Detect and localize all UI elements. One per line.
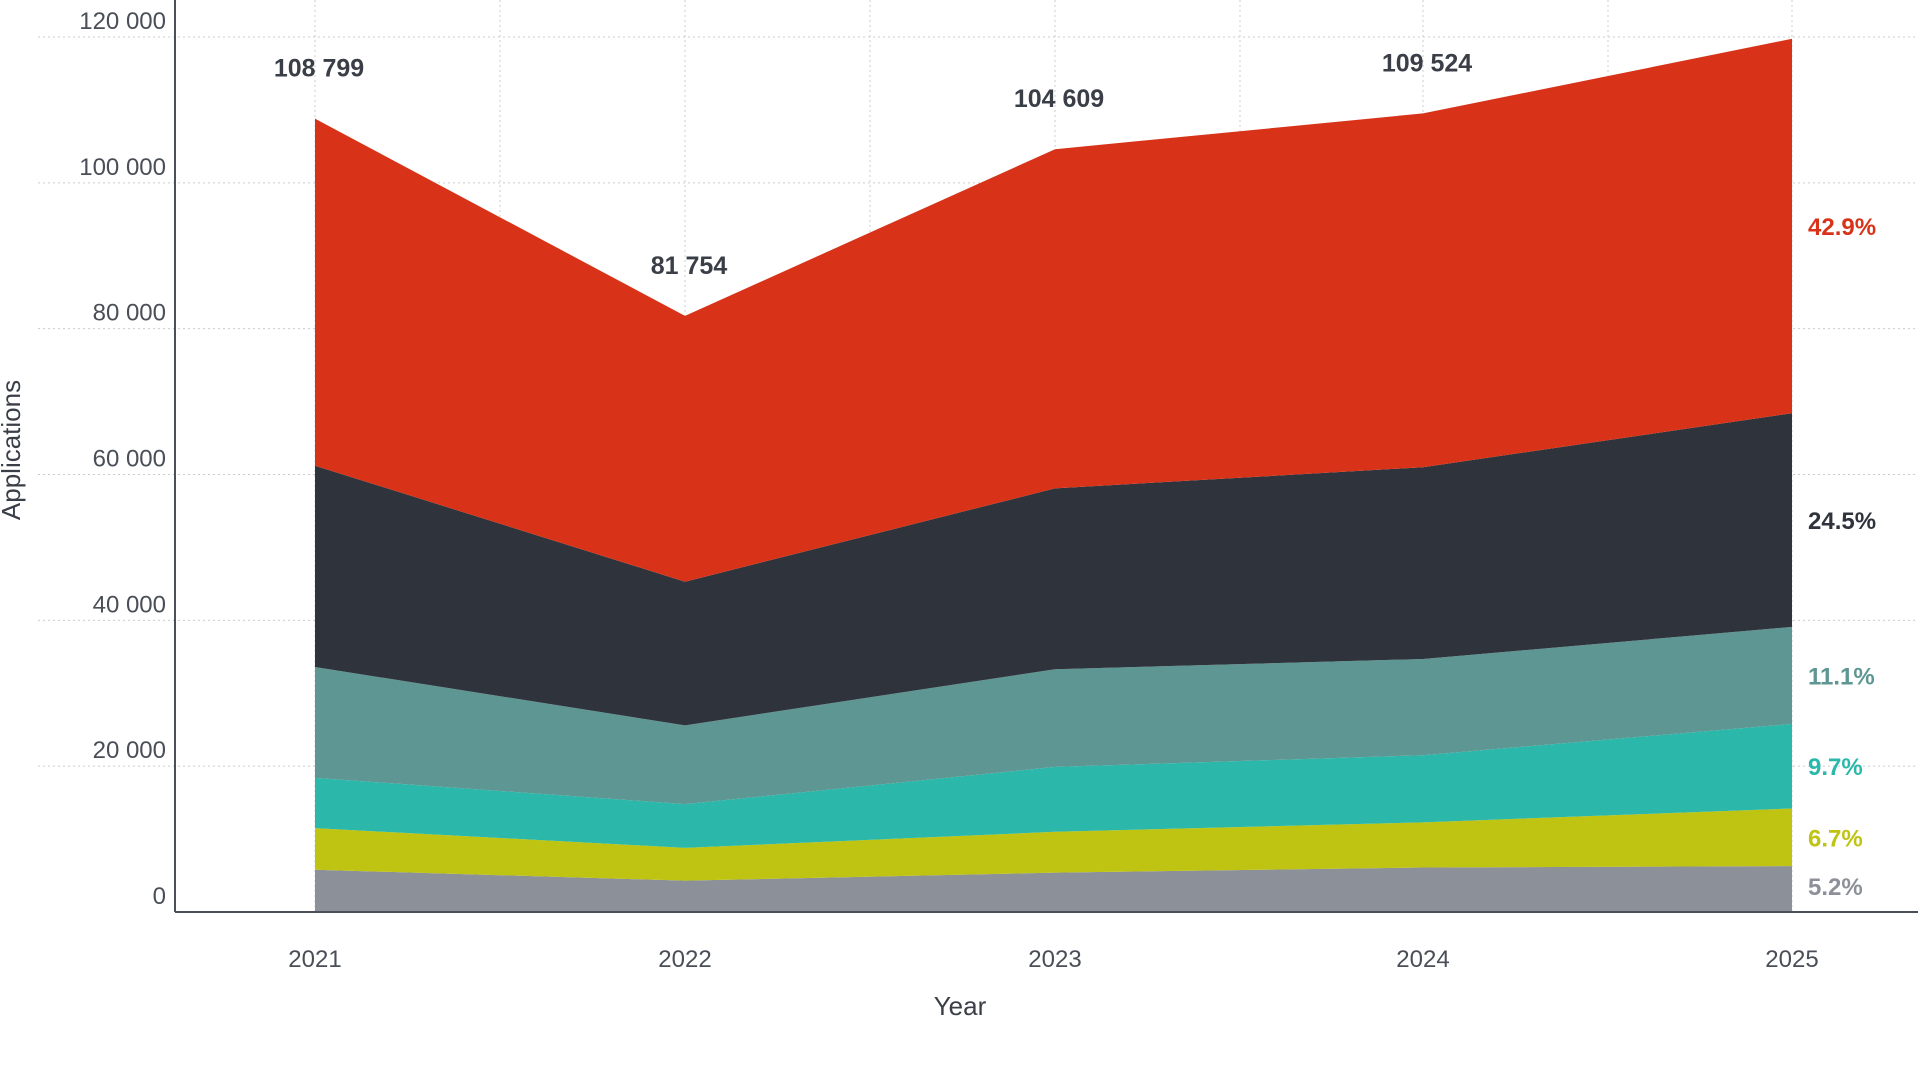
area-series-5 xyxy=(315,38,1792,582)
x-tick-label-3: 2024 xyxy=(1396,946,1449,973)
share-label-series-0: 5.2% xyxy=(1808,874,1863,901)
area-series-2 xyxy=(315,723,1792,848)
share-label-series-2: 9.7% xyxy=(1808,754,1863,781)
area-series-0 xyxy=(315,866,1792,912)
x-tick-label-4: 2025 xyxy=(1765,946,1818,973)
x-tick-label-0: 2021 xyxy=(288,946,341,973)
axis-layer xyxy=(174,0,1918,913)
y-tick-label-5: 100 000 xyxy=(79,154,166,181)
total-label-2023: 104 609 xyxy=(1014,85,1104,113)
area-series-1 xyxy=(315,808,1792,881)
area-layer xyxy=(315,38,1792,912)
total-label-2024: 109 524 xyxy=(1382,49,1472,77)
y-tick-label-4: 80 000 xyxy=(93,300,166,327)
share-labels: 5.2% 6.7% 9.7% 11.1% 24.5% 42.9% xyxy=(1808,214,1876,901)
total-labels: 108 799 81 754 104 609 109 524 119 756 xyxy=(274,0,1841,280)
y-tick-label-0: 0 xyxy=(153,883,166,910)
total-label-2025: 119 756 xyxy=(1752,0,1841,3)
y-tick-labels: 0 20 000 40 000 60 000 80 000 100 000 120 000 xyxy=(79,8,166,910)
x-tick-labels: 2021 2022 2023 2024 2025 xyxy=(288,946,1818,973)
share-label-series-1: 6.7% xyxy=(1808,825,1863,852)
share-label-series-4: 24.5% xyxy=(1808,508,1876,535)
total-label-2022: 81 754 xyxy=(651,252,728,280)
x-tick-label-1: 2022 xyxy=(658,946,711,973)
y-tick-label-2: 40 000 xyxy=(93,591,166,618)
area-series-4 xyxy=(315,413,1792,726)
y-tick-label-3: 60 000 xyxy=(93,446,166,473)
area-series-3 xyxy=(315,626,1792,805)
x-tick-label-2: 2023 xyxy=(1028,946,1081,973)
y-axis-title: Applications xyxy=(0,380,26,520)
x-axis-title: Year xyxy=(934,991,987,1021)
y-tick-label-1: 20 000 xyxy=(93,737,166,764)
share-label-series-3: 11.1% xyxy=(1808,663,1875,690)
total-label-2021: 108 799 xyxy=(274,55,364,83)
share-label-series-5: 42.9% xyxy=(1808,214,1876,241)
y-tick-label-6: 120 000 xyxy=(79,8,166,35)
